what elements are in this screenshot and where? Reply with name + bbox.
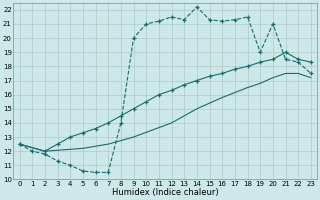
- X-axis label: Humidex (Indice chaleur): Humidex (Indice chaleur): [112, 188, 219, 197]
